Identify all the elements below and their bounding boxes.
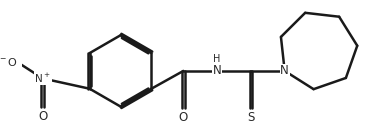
- Text: $^-$O: $^-$O: [0, 55, 18, 68]
- Text: H: H: [214, 54, 221, 64]
- Text: N: N: [280, 64, 289, 77]
- Text: N$^+$: N$^+$: [34, 72, 51, 85]
- Text: O: O: [38, 110, 47, 123]
- Text: O: O: [179, 111, 188, 124]
- Text: S: S: [247, 111, 255, 124]
- Text: N: N: [213, 64, 222, 77]
